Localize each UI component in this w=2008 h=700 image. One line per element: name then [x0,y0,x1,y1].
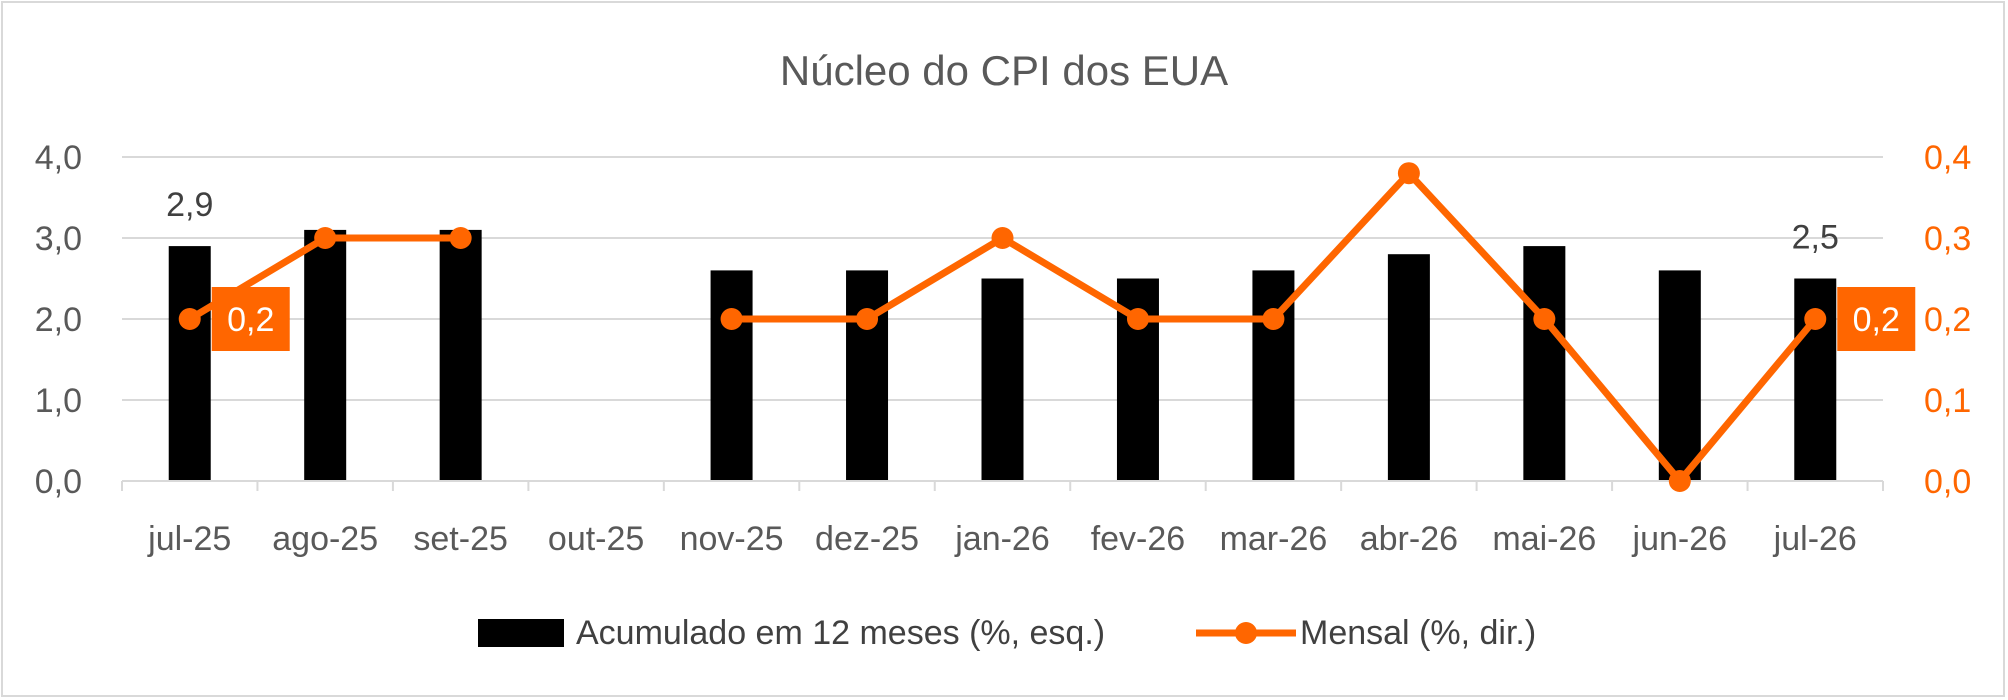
line-point [856,308,879,330]
y-right-tick-label: 0,3 [1924,220,1971,258]
legend-line-label: Mensal (%, dir.) [1300,614,1536,652]
line-point [449,227,472,249]
y-axis-right: 0,0 0,1 0,2 0,3 0,4 [1924,139,1971,501]
y-right-tick-label: 0,0 [1924,463,1971,501]
line-data-label: 0,2 [1853,301,1900,339]
x-tick-label: set-25 [413,520,508,558]
y-right-tick-label: 0,2 [1924,301,1971,339]
bar-data-label: 2,5 [1792,219,1839,257]
bar [304,229,347,481]
x-tick-label: dez-25 [815,520,919,558]
y-left-tick-label: 1,0 [35,382,82,420]
y-left-tick-label: 0,0 [35,463,82,501]
x-tick-label: jul-26 [1773,520,1857,558]
y-left-tick-label: 4,0 [35,139,82,177]
legend-bar-label: Acumulado em 12 meses (%, esq.) [576,614,1105,652]
x-tick-label: abr-26 [1360,520,1458,558]
x-tick-label: jun-26 [1632,520,1728,558]
y-axis-left: 0,0 1,0 2,0 3,0 4,0 [35,139,82,501]
bar [168,246,211,481]
x-tick-label: mar-26 [1220,520,1328,558]
bar-series [168,229,1837,481]
line-point [1533,308,1556,330]
x-tick-label: jul-25 [147,520,231,558]
bar [710,270,753,481]
line-point [1397,162,1420,185]
bar [1387,254,1430,481]
x-tick-label: mai-26 [1492,520,1596,558]
x-tick-label: out-25 [548,520,644,558]
x-axis: jul-25 ago-25 set-25 out-25 nov-25 dez-25 jan-… [121,480,1884,558]
bar [846,270,889,481]
line-point [1668,470,1691,492]
line-point [1804,308,1827,330]
line-data-label-box [1837,287,1916,351]
bar [1523,246,1566,481]
line-point [1262,308,1285,330]
x-tick-label: ago-25 [272,520,378,558]
line-point [178,308,201,330]
legend-line-marker [1235,622,1257,644]
line-point [720,308,743,330]
bar [1658,270,1701,481]
legend: Acumulado em 12 meses (%, esq.) Mensal (… [478,614,1536,652]
y-right-tick-label: 0,1 [1924,382,1971,420]
line-point [1126,308,1149,330]
bar-data-label: 2,9 [166,186,213,224]
x-tick-label: fev-26 [1091,520,1186,558]
x-tick-label: jan-26 [954,520,1050,558]
line-point [314,227,337,249]
y-right-tick-label: 0,4 [1924,139,1971,177]
line-data-label: 0,2 [227,301,274,339]
line-data-label-box [211,287,290,351]
bar [981,278,1024,481]
line-point [991,227,1014,249]
bar [439,229,482,481]
y-left-tick-label: 3,0 [35,220,82,258]
x-tick-label: nov-25 [680,520,784,558]
y-left-tick-label: 2,0 [35,301,82,339]
legend-bar-swatch [478,619,564,647]
data-labels: 2,9 2,5 0,2 0,2 [166,186,1916,351]
chart-title: Núcleo do CPI dos EUA [780,47,1228,94]
